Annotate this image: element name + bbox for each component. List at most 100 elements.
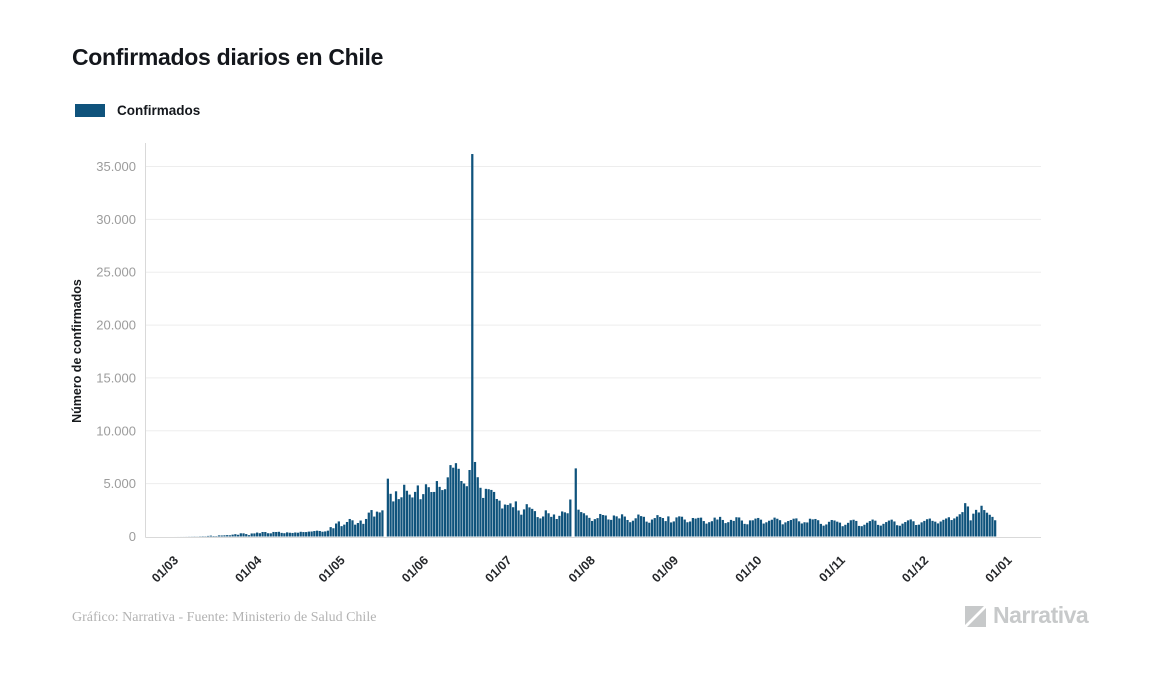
bar bbox=[245, 534, 248, 537]
bar bbox=[514, 501, 517, 537]
bar bbox=[768, 520, 771, 537]
bar bbox=[547, 513, 550, 537]
bar bbox=[931, 520, 934, 537]
bar bbox=[710, 521, 714, 537]
bar bbox=[446, 477, 449, 537]
bar bbox=[871, 519, 874, 537]
bar bbox=[256, 532, 259, 537]
bar bbox=[335, 523, 338, 537]
bar bbox=[345, 521, 349, 537]
bar bbox=[942, 519, 945, 537]
bar bbox=[906, 520, 910, 537]
bar bbox=[242, 533, 245, 537]
bar bbox=[972, 513, 975, 537]
y-tick-label: 35.000 bbox=[96, 159, 136, 174]
bar bbox=[669, 522, 673, 537]
bar bbox=[454, 463, 458, 537]
bar bbox=[234, 534, 237, 537]
bar bbox=[438, 486, 441, 537]
bar bbox=[386, 478, 389, 537]
bar bbox=[645, 521, 648, 537]
bar bbox=[656, 515, 659, 537]
bar bbox=[694, 518, 697, 537]
bar bbox=[650, 519, 654, 537]
bar bbox=[294, 532, 297, 537]
x-tick-label: 01/10 bbox=[733, 553, 765, 585]
bar bbox=[740, 520, 744, 537]
bar bbox=[689, 521, 692, 537]
x-tick-label: 01/06 bbox=[399, 553, 431, 585]
bar bbox=[735, 517, 738, 537]
bar bbox=[664, 521, 667, 537]
y-tick-label: 15.000 bbox=[96, 370, 136, 385]
bar bbox=[893, 521, 896, 537]
bar bbox=[239, 533, 242, 537]
bar bbox=[825, 524, 828, 537]
x-tick-label: 01/08 bbox=[566, 553, 598, 585]
bar bbox=[476, 477, 479, 537]
bar bbox=[958, 514, 961, 537]
bar bbox=[833, 520, 836, 537]
bar bbox=[375, 511, 379, 537]
bar bbox=[313, 531, 316, 537]
bar bbox=[373, 516, 376, 537]
bar bbox=[868, 521, 872, 537]
bar bbox=[288, 532, 291, 537]
bar bbox=[400, 497, 403, 537]
bar bbox=[528, 507, 531, 537]
bar bbox=[849, 520, 852, 537]
bar bbox=[792, 518, 795, 537]
bar bbox=[678, 516, 681, 537]
x-tick-label: 01/03 bbox=[149, 553, 181, 585]
bar bbox=[408, 494, 411, 537]
x-tick-label: 01/09 bbox=[649, 553, 681, 585]
bar bbox=[343, 524, 346, 537]
bar bbox=[285, 532, 289, 537]
bar bbox=[473, 461, 477, 537]
bar bbox=[574, 468, 577, 537]
bar bbox=[305, 532, 308, 537]
bar bbox=[795, 518, 798, 537]
bar bbox=[544, 510, 547, 537]
bar bbox=[836, 521, 839, 537]
bar bbox=[966, 506, 970, 537]
bar bbox=[490, 489, 493, 537]
bar bbox=[356, 523, 360, 537]
bar bbox=[378, 512, 381, 537]
bar bbox=[479, 487, 482, 537]
bar bbox=[261, 531, 264, 537]
bar bbox=[441, 490, 444, 537]
bar bbox=[541, 516, 545, 537]
bar bbox=[318, 530, 321, 537]
bar bbox=[860, 526, 863, 537]
bar bbox=[302, 532, 305, 537]
bar bbox=[580, 512, 583, 537]
bar bbox=[754, 518, 757, 537]
bar bbox=[266, 533, 270, 537]
bar bbox=[830, 519, 833, 537]
bar bbox=[697, 517, 700, 537]
bar bbox=[928, 518, 931, 537]
bar bbox=[220, 535, 223, 537]
bar bbox=[615, 516, 618, 537]
bar bbox=[659, 516, 662, 537]
bar bbox=[558, 515, 561, 537]
bar bbox=[904, 522, 907, 537]
bar bbox=[890, 519, 893, 537]
bar bbox=[392, 501, 395, 537]
bar bbox=[896, 525, 899, 537]
bar bbox=[362, 523, 365, 537]
bar bbox=[555, 518, 558, 537]
y-tick-label: 0 bbox=[129, 529, 136, 544]
bar bbox=[588, 517, 591, 537]
bar bbox=[217, 535, 221, 537]
bar bbox=[509, 503, 512, 537]
bar bbox=[416, 485, 419, 537]
bar bbox=[520, 514, 523, 537]
bar bbox=[340, 526, 343, 537]
narrativa-logo: Narrativa bbox=[962, 602, 1089, 629]
bar bbox=[348, 518, 351, 537]
bar bbox=[354, 524, 357, 537]
bar bbox=[866, 522, 869, 537]
